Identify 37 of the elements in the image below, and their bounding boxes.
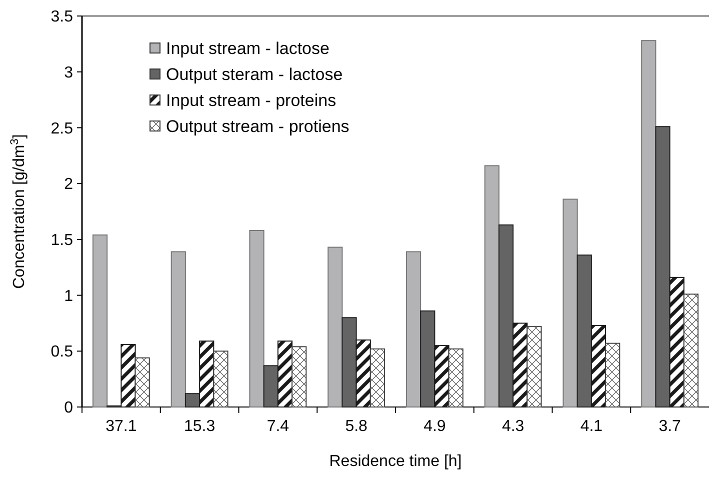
x-tick-label: 15.3 bbox=[184, 418, 216, 435]
legend-label: Output stream - protiens bbox=[166, 116, 350, 136]
bar bbox=[605, 342, 620, 408]
bar bbox=[328, 246, 343, 408]
bar bbox=[641, 40, 656, 408]
x-tick-label: 37.1 bbox=[106, 418, 137, 435]
x-tick-label: 4.1 bbox=[580, 418, 603, 435]
bar bbox=[526, 326, 542, 408]
bar bbox=[370, 348, 386, 408]
bar bbox=[92, 234, 108, 408]
bar bbox=[249, 230, 264, 408]
x-tick-label: 3.7 bbox=[658, 418, 682, 435]
bar bbox=[683, 294, 699, 408]
y-tick-label: 0.5 bbox=[50, 344, 74, 361]
y-tick-label: 0 bbox=[64, 400, 74, 417]
bar bbox=[484, 165, 500, 408]
bar bbox=[292, 346, 307, 408]
bar bbox=[134, 357, 150, 408]
y-tick-label: 3 bbox=[64, 64, 74, 82]
bar bbox=[213, 350, 228, 408]
x-tick-label: 7.4 bbox=[266, 418, 290, 435]
x-tick-label: 5.8 bbox=[345, 418, 368, 435]
x-axis-title: Residence time [h] bbox=[329, 453, 462, 470]
x-tick-label: 4.3 bbox=[502, 418, 524, 435]
y-tick-label: 2.5 bbox=[50, 120, 74, 138]
bar bbox=[562, 198, 578, 408]
bar bbox=[406, 251, 422, 408]
legend-label: Output steram - lactose bbox=[166, 64, 343, 84]
bar bbox=[170, 251, 186, 408]
legend-label: Input stream - lactose bbox=[166, 38, 330, 58]
legend-label: Input stream - proteins bbox=[166, 90, 336, 110]
x-tick-label: 4.9 bbox=[424, 418, 446, 435]
y-tick-label: 1 bbox=[64, 288, 74, 305]
y-tick-label: 2 bbox=[64, 176, 74, 194]
y-tick-label: 3.5 bbox=[50, 8, 74, 26]
y-tick-label: 1.5 bbox=[50, 232, 74, 250]
bar bbox=[448, 348, 464, 408]
